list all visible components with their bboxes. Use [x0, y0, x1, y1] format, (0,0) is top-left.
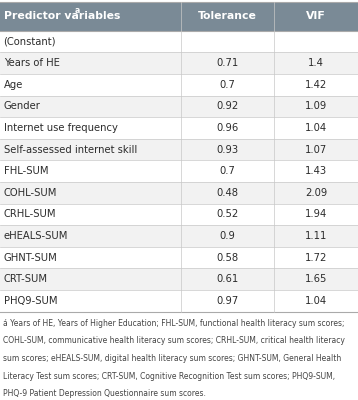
Text: Predictor variables: Predictor variables: [4, 11, 124, 21]
Bar: [0, 117, 358, 139]
Text: Literacy Test sum scores; CRT-SUM, Cognitive Recognition Test sum scores; PHQ9-S: Literacy Test sum scores; CRT-SUM, Cogni…: [3, 372, 335, 380]
Text: VIF: VIF: [306, 11, 326, 21]
Text: sum scores; eHEALS-SUM, digital health literacy sum scores; GHNT-SUM, General He: sum scores; eHEALS-SUM, digital health l…: [3, 354, 341, 363]
Text: 0.61: 0.61: [216, 274, 238, 284]
Text: 0.7: 0.7: [219, 166, 235, 176]
Bar: [0, 2, 358, 31]
Bar: [0, 225, 358, 247]
Text: 1.42: 1.42: [305, 80, 327, 90]
Text: 0.71: 0.71: [216, 58, 238, 68]
Bar: [0, 96, 358, 117]
Bar: [0, 247, 358, 268]
Bar: [0, 268, 358, 290]
Text: 1.4: 1.4: [308, 58, 324, 68]
Bar: [0, 52, 358, 74]
Text: 0.92: 0.92: [216, 101, 238, 111]
Text: 1.09: 1.09: [305, 101, 327, 111]
Text: GHNT-SUM: GHNT-SUM: [4, 253, 57, 262]
Text: eHEALS-SUM: eHEALS-SUM: [4, 231, 68, 241]
Text: 0.97: 0.97: [216, 296, 238, 306]
Text: Tolerance: Tolerance: [198, 11, 257, 21]
Text: Gender: Gender: [4, 101, 40, 111]
Text: Age: Age: [4, 80, 23, 90]
Text: 1.94: 1.94: [305, 209, 327, 219]
Text: 1.04: 1.04: [305, 296, 327, 306]
Text: 0.48: 0.48: [216, 188, 238, 198]
Text: 0.7: 0.7: [219, 80, 235, 90]
Text: CRT-SUM: CRT-SUM: [4, 274, 48, 284]
Text: 0.96: 0.96: [216, 123, 238, 133]
Text: COHL-SUM, communicative health literacy sum scores; CRHL-SUM, critical health li: COHL-SUM, communicative health literacy …: [3, 336, 345, 345]
Text: CRHL-SUM: CRHL-SUM: [4, 209, 56, 219]
Text: Years of HE: Years of HE: [4, 58, 59, 68]
Text: 1.11: 1.11: [305, 231, 327, 241]
Text: 1.65: 1.65: [305, 274, 327, 284]
Text: FHL-SUM: FHL-SUM: [4, 166, 48, 176]
Text: 0.93: 0.93: [216, 144, 238, 154]
Bar: [0, 290, 358, 312]
Text: COHL-SUM: COHL-SUM: [4, 188, 57, 198]
Text: 2.09: 2.09: [305, 188, 327, 198]
Text: a: a: [74, 6, 80, 15]
Text: 1.07: 1.07: [305, 144, 327, 154]
Text: 1.72: 1.72: [305, 253, 327, 262]
Bar: [0, 74, 358, 96]
Text: Internet use frequency: Internet use frequency: [4, 123, 117, 133]
Text: 1.04: 1.04: [305, 123, 327, 133]
Bar: [0, 182, 358, 204]
Text: 0.9: 0.9: [219, 231, 235, 241]
Bar: [0, 160, 358, 182]
Text: 1.43: 1.43: [305, 166, 327, 176]
Text: PHQ-9 Patient Depression Questionnaire sum scores.: PHQ-9 Patient Depression Questionnaire s…: [3, 389, 206, 398]
Text: á Years of HE, Years of Higher Education; FHL-SUM, functional health literacy su: á Years of HE, Years of Higher Education…: [3, 319, 344, 328]
Text: (Constant): (Constant): [4, 36, 56, 46]
Bar: [0, 204, 358, 225]
Text: Self-assessed internet skill: Self-assessed internet skill: [4, 144, 137, 154]
Text: PHQ9-SUM: PHQ9-SUM: [4, 296, 57, 306]
Bar: [0, 139, 358, 160]
Bar: [0, 31, 358, 52]
Text: 0.52: 0.52: [216, 209, 238, 219]
Text: 0.58: 0.58: [216, 253, 238, 262]
